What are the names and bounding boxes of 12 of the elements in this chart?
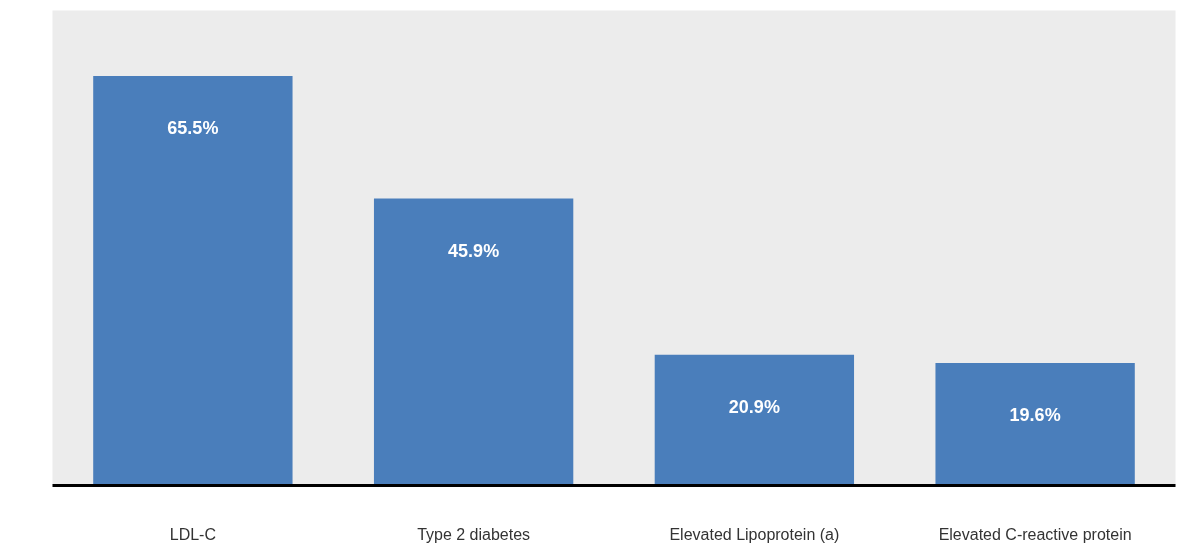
- bar: [935, 362, 1135, 486]
- data-label: 45.9%: [448, 240, 500, 261]
- x-tick-label: Elevated Lipoprotein (a): [669, 525, 840, 543]
- data-label: 19.6%: [1009, 404, 1061, 425]
- data-label: 65.5%: [167, 118, 219, 139]
- bar: [93, 76, 293, 486]
- bar: [654, 354, 855, 486]
- bar: [373, 198, 574, 486]
- data-label: 20.9%: [728, 396, 780, 417]
- x-tick-label: LDL-C: [169, 525, 216, 543]
- x-tick-label: Elevated C-reactive protein: [938, 525, 1132, 543]
- x-tick-label: Type 2 diabetes: [417, 525, 531, 543]
